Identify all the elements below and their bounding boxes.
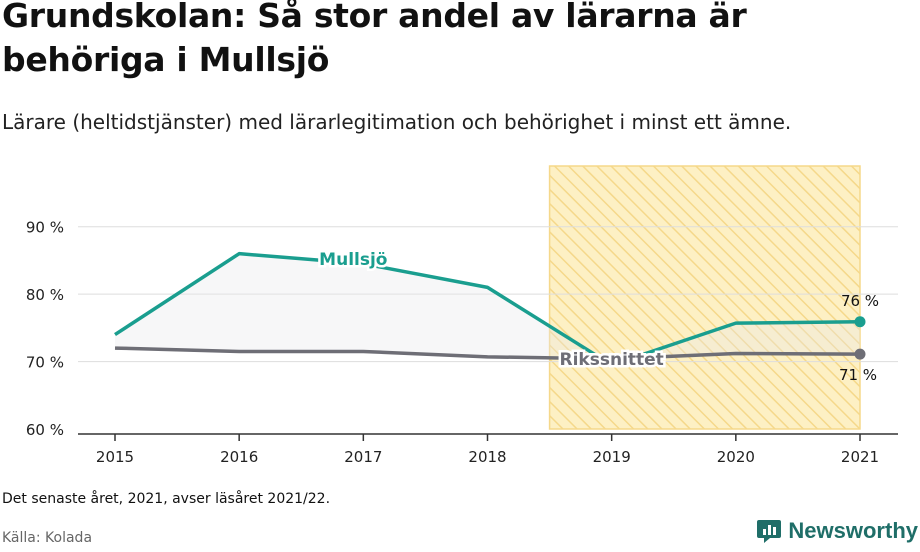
x-tick-label: 2018 xyxy=(468,448,506,466)
y-axis: 60 % 70 % 80 % 90 % xyxy=(26,219,64,439)
line-chart: 60 % 70 % 80 % 90 % 2015 2016 2017 2018 2019 202… xyxy=(26,165,898,466)
brand-name: Newsworthy xyxy=(788,518,918,543)
chart-subtitle: Lärare (heltidstjänster) med lärarlegiti… xyxy=(2,110,792,134)
end-label-riket: 71 % xyxy=(839,366,877,384)
series-label-riket: Rikssnittet xyxy=(560,350,664,370)
x-tick-label: 2021 xyxy=(841,448,879,466)
chart-title: Grundskolan: Så stor andel av lärarna är… xyxy=(2,0,747,79)
x-tick-label: 2017 xyxy=(344,448,382,466)
end-point-riket xyxy=(854,348,866,360)
end-point-mullsjo xyxy=(854,316,866,328)
y-tick-label: 80 % xyxy=(26,286,64,304)
x-axis: 2015 2016 2017 2018 2019 2020 2021 xyxy=(96,434,879,466)
x-tick-label: 2020 xyxy=(717,448,755,466)
end-label-mullsjo: 76 % xyxy=(841,292,879,310)
x-tick-label: 2019 xyxy=(593,448,631,466)
x-tick-label: 2015 xyxy=(96,448,134,466)
footnote: Det senaste året, 2021, avser läsåret 20… xyxy=(2,491,331,507)
chart-logo-icon xyxy=(757,520,782,543)
x-tick-label: 2016 xyxy=(220,448,258,466)
series-label-mullsjo: Mullsjö xyxy=(319,250,387,270)
y-tick-label: 60 % xyxy=(26,421,64,439)
gridlines xyxy=(78,226,898,363)
series-line-mullsjo xyxy=(114,251,861,367)
highlight-region xyxy=(548,165,861,430)
y-tick-label: 70 % xyxy=(26,354,64,372)
brand-logo[interactable]: Newsworthy xyxy=(756,518,918,544)
y-tick-label: 90 % xyxy=(26,219,64,237)
gap-area xyxy=(115,253,860,365)
series-line-riket xyxy=(114,346,861,361)
source-text: Källa: Kolada xyxy=(2,530,93,546)
